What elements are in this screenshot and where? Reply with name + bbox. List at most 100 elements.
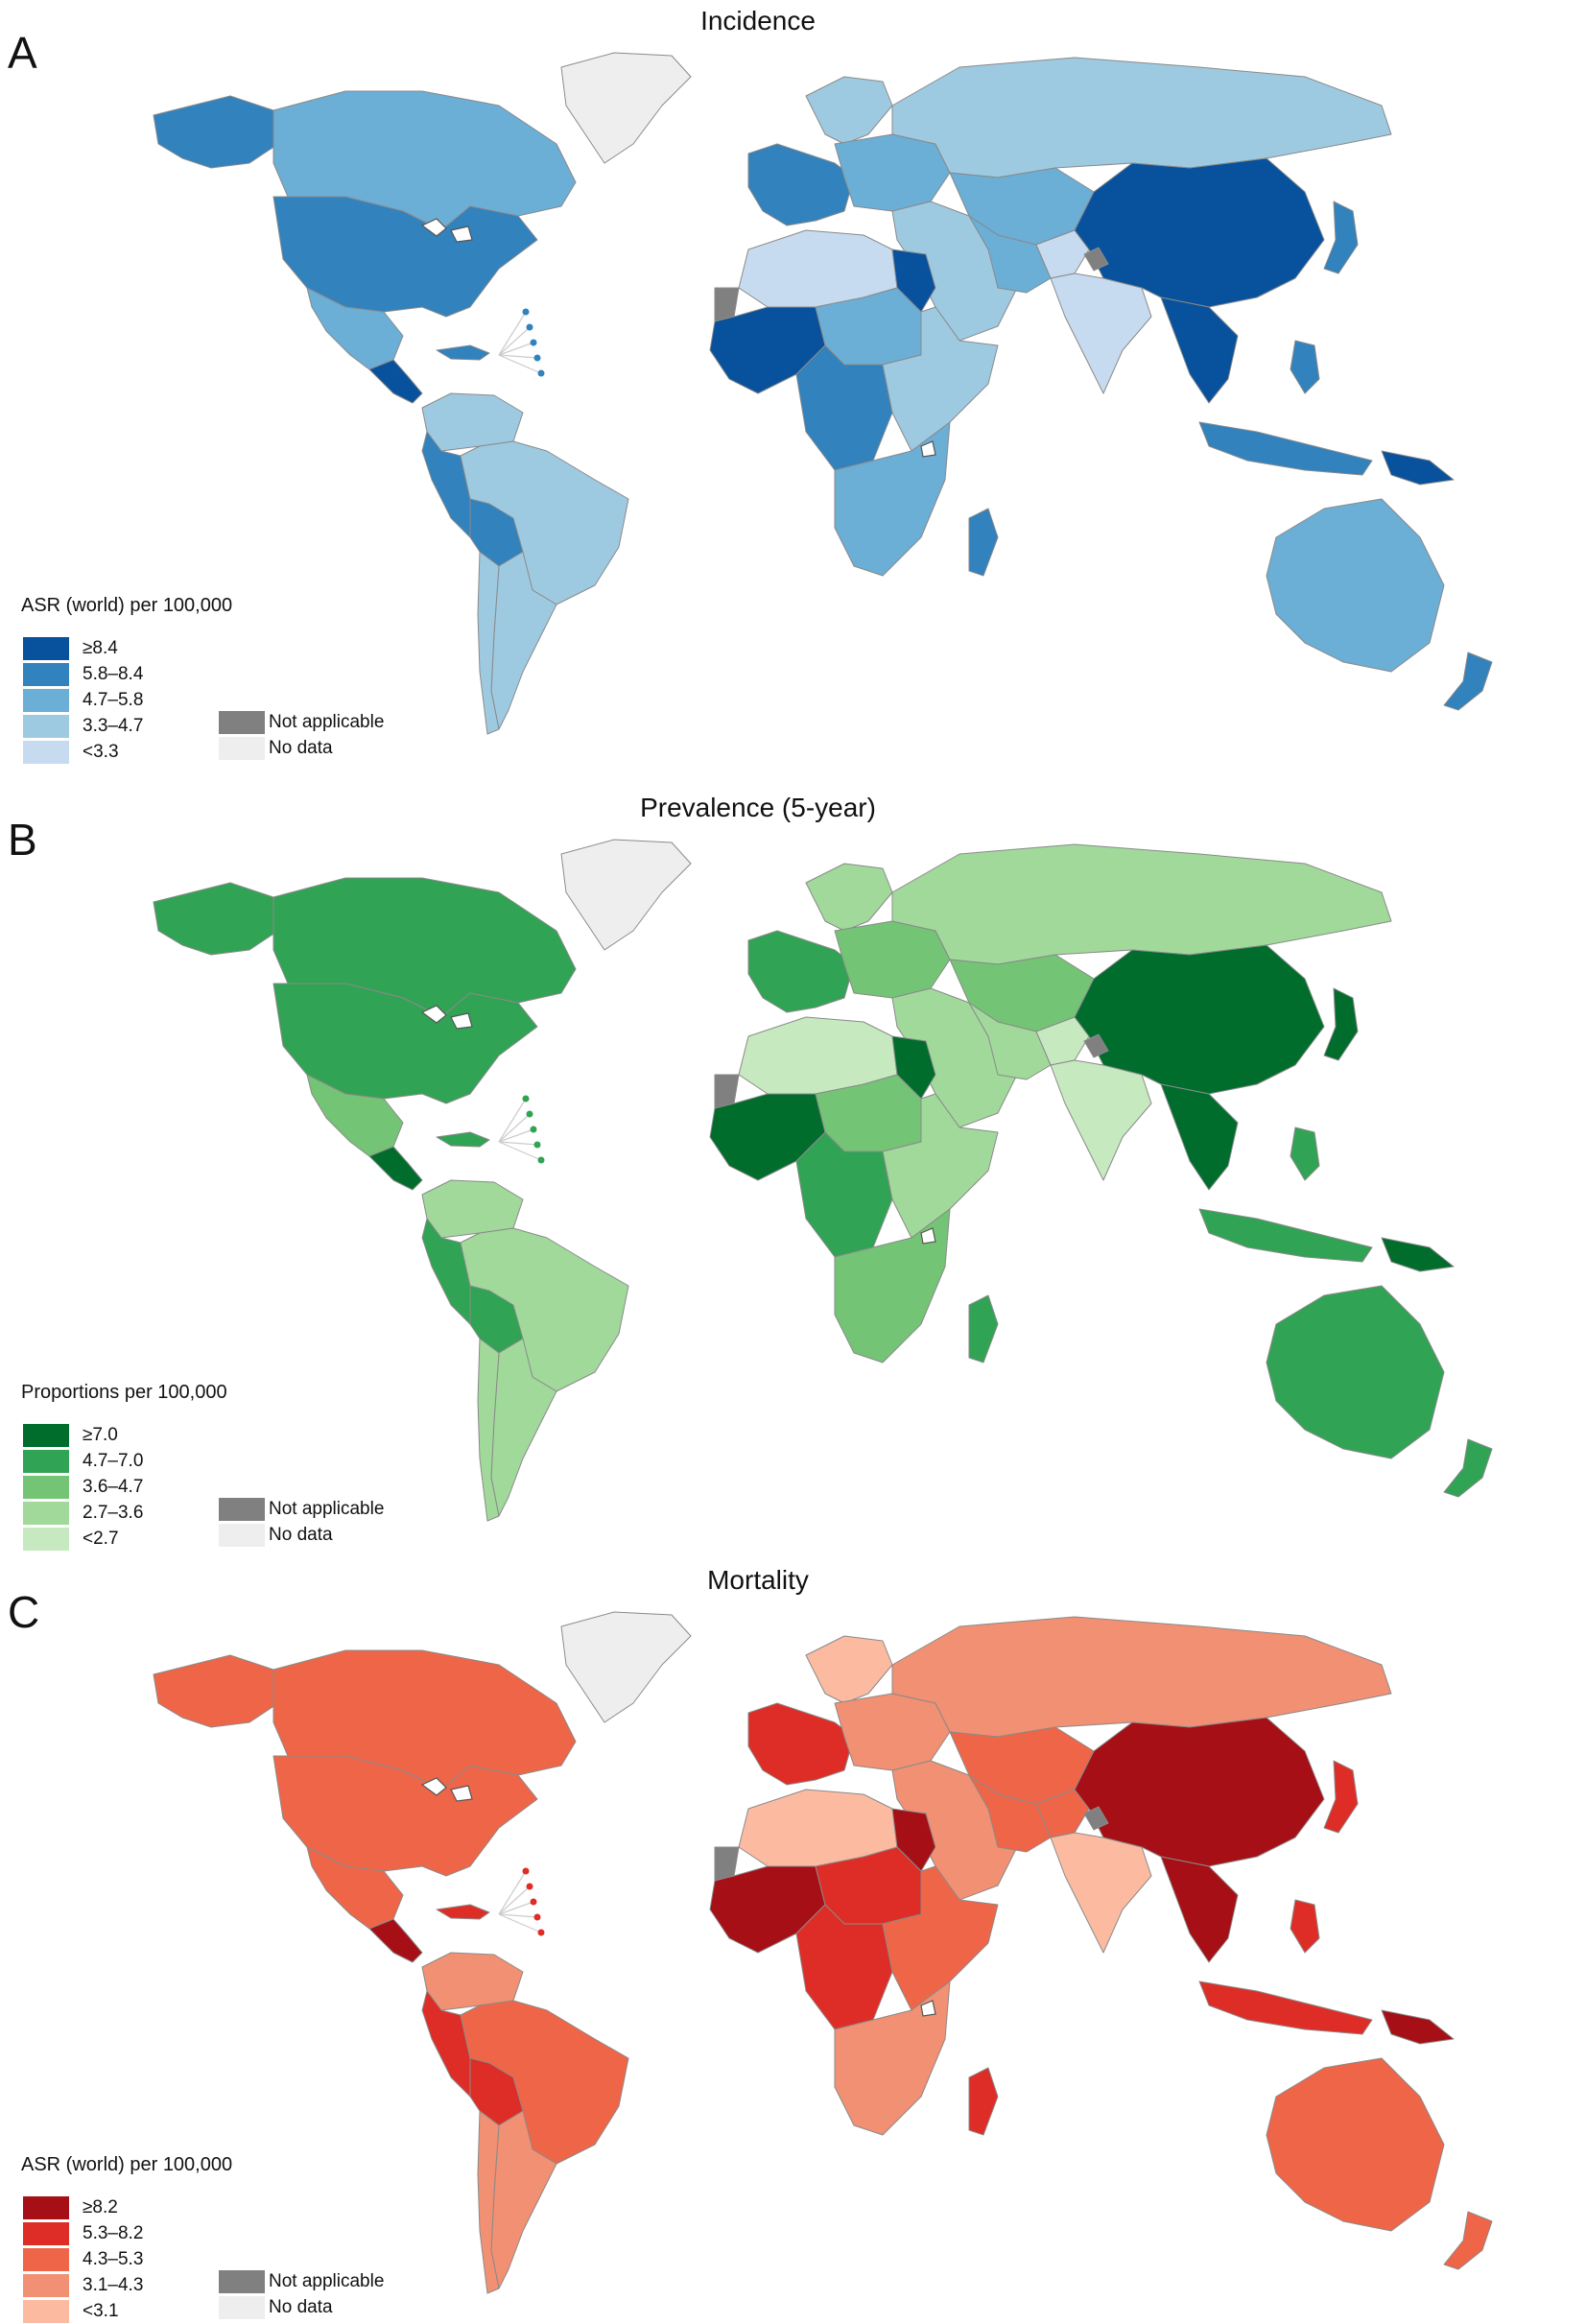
region-southeast-asia[interactable] (1160, 1856, 1239, 1963)
region-philippines[interactable] (1290, 1126, 1320, 1181)
region-southeast-asia[interactable] (1160, 1083, 1239, 1191)
region-afghanistan[interactable] (1035, 229, 1090, 279)
region-new-zealand[interactable] (1443, 1438, 1493, 1498)
region-western-europe[interactable] (747, 143, 855, 226)
region-southern-africa[interactable] (834, 421, 951, 577)
region-greenland[interactable] (560, 1611, 692, 1723)
region-scandinavia[interactable] (805, 76, 893, 145)
legend-label: 3.1–4.3 (83, 2275, 144, 2295)
island-leader-line (498, 354, 538, 359)
legend-label: No data (269, 738, 333, 758)
region-southern-africa[interactable] (834, 1980, 951, 2136)
island-marker[interactable] (530, 1898, 537, 1906)
region-chile[interactable] (477, 2110, 500, 2294)
island-marker[interactable] (537, 1156, 545, 1164)
panel-title: Prevalence (5-year) (640, 793, 876, 822)
region-caribbean[interactable] (436, 1904, 490, 1920)
region-japan[interactable] (1323, 987, 1359, 1061)
island-marker[interactable] (530, 1126, 537, 1133)
region-madagascar[interactable] (968, 508, 999, 577)
region-iran[interactable] (968, 1002, 1052, 1080)
region-new-zealand[interactable] (1443, 652, 1493, 711)
region-afghanistan[interactable] (1035, 1016, 1090, 1066)
region-russia[interactable] (891, 1616, 1392, 1738)
region-western-europe[interactable] (747, 1702, 855, 1786)
island-marker[interactable] (522, 1867, 530, 1875)
region-eastern-europe[interactable] (834, 133, 951, 212)
legend-swatch (219, 2296, 265, 2319)
region-india[interactable] (1050, 273, 1152, 394)
region-central-africa[interactable] (795, 1904, 893, 2030)
region-australia[interactable] (1266, 498, 1445, 673)
region-new-zealand[interactable] (1443, 2211, 1493, 2270)
island-marker[interactable] (522, 1095, 530, 1103)
region-iran[interactable] (968, 215, 1052, 294)
island-marker[interactable] (533, 354, 541, 362)
region-png[interactable] (1381, 450, 1455, 486)
region-caribbean[interactable] (436, 344, 490, 361)
region-png[interactable] (1381, 2009, 1455, 2045)
region-egypt[interactable] (891, 1808, 936, 1872)
region-kashmir[interactable] (1083, 1806, 1109, 1831)
island-marker[interactable] (526, 1110, 533, 1118)
region-philippines[interactable] (1290, 1899, 1320, 1954)
region-png[interactable] (1381, 1237, 1455, 1272)
region-scandinavia[interactable] (805, 863, 893, 932)
region-scandinavia[interactable] (805, 1635, 893, 1704)
region-chile[interactable] (477, 1338, 500, 1522)
region-china[interactable] (1074, 944, 1325, 1095)
region-china[interactable] (1074, 157, 1325, 308)
region-russia[interactable] (891, 57, 1392, 178)
region-australia[interactable] (1266, 2057, 1445, 2232)
region-afghanistan[interactable] (1035, 1789, 1090, 1838)
region-southeast-asia[interactable] (1160, 296, 1239, 404)
lake-3 (920, 2000, 936, 2017)
region-greenland[interactable] (560, 839, 692, 951)
region-alaska[interactable] (153, 95, 279, 169)
region-madagascar[interactable] (968, 2067, 999, 2136)
region-indonesia[interactable] (1198, 1980, 1373, 2035)
region-eastern-europe[interactable] (834, 920, 951, 999)
island-marker[interactable] (530, 339, 537, 346)
region-indonesia[interactable] (1198, 1208, 1373, 1263)
panel-c: C Mortality ASR (world) per 100,000 ≥8.2 5.3… (0, 1559, 1586, 2323)
region-central-america[interactable] (368, 1146, 423, 1191)
region-kashmir[interactable] (1083, 1033, 1109, 1058)
region-eastern-europe[interactable] (834, 1693, 951, 1771)
island-marker[interactable] (533, 1913, 541, 1921)
region-india[interactable] (1050, 1059, 1152, 1181)
region-philippines[interactable] (1290, 340, 1320, 394)
island-marker[interactable] (526, 323, 533, 331)
region-central-africa[interactable] (795, 344, 893, 471)
region-southern-africa[interactable] (834, 1208, 951, 1364)
region-kashmir[interactable] (1083, 247, 1109, 272)
region-australia[interactable] (1266, 1285, 1445, 1459)
region-central-america[interactable] (368, 1918, 423, 1963)
legend-label: Not applicable (269, 1499, 385, 1519)
region-western-europe[interactable] (747, 930, 855, 1013)
region-russia[interactable] (891, 843, 1392, 965)
region-egypt[interactable] (891, 249, 936, 313)
region-chile[interactable] (477, 551, 500, 735)
region-madagascar[interactable] (968, 1294, 999, 1364)
region-japan[interactable] (1323, 1760, 1359, 1834)
island-marker[interactable] (522, 308, 530, 316)
region-greenland[interactable] (560, 52, 692, 164)
island-marker[interactable] (533, 1141, 541, 1149)
region-egypt[interactable] (891, 1035, 936, 1100)
region-india[interactable] (1050, 1832, 1152, 1954)
island-marker[interactable] (537, 369, 545, 377)
island-marker[interactable] (537, 1929, 545, 1936)
region-japan[interactable] (1323, 201, 1359, 274)
region-caribbean[interactable] (436, 1131, 490, 1148)
island-marker[interactable] (526, 1883, 533, 1890)
region-central-africa[interactable] (795, 1131, 893, 1258)
region-alaska[interactable] (153, 882, 279, 956)
region-indonesia[interactable] (1198, 421, 1373, 476)
region-china[interactable] (1074, 1717, 1325, 1867)
legend-label: 3.3–4.7 (83, 716, 144, 736)
region-central-america[interactable] (368, 359, 423, 404)
region-alaska[interactable] (153, 1654, 279, 1728)
region-iran[interactable] (968, 1774, 1052, 1853)
legend-label: 5.8–8.4 (83, 664, 144, 684)
